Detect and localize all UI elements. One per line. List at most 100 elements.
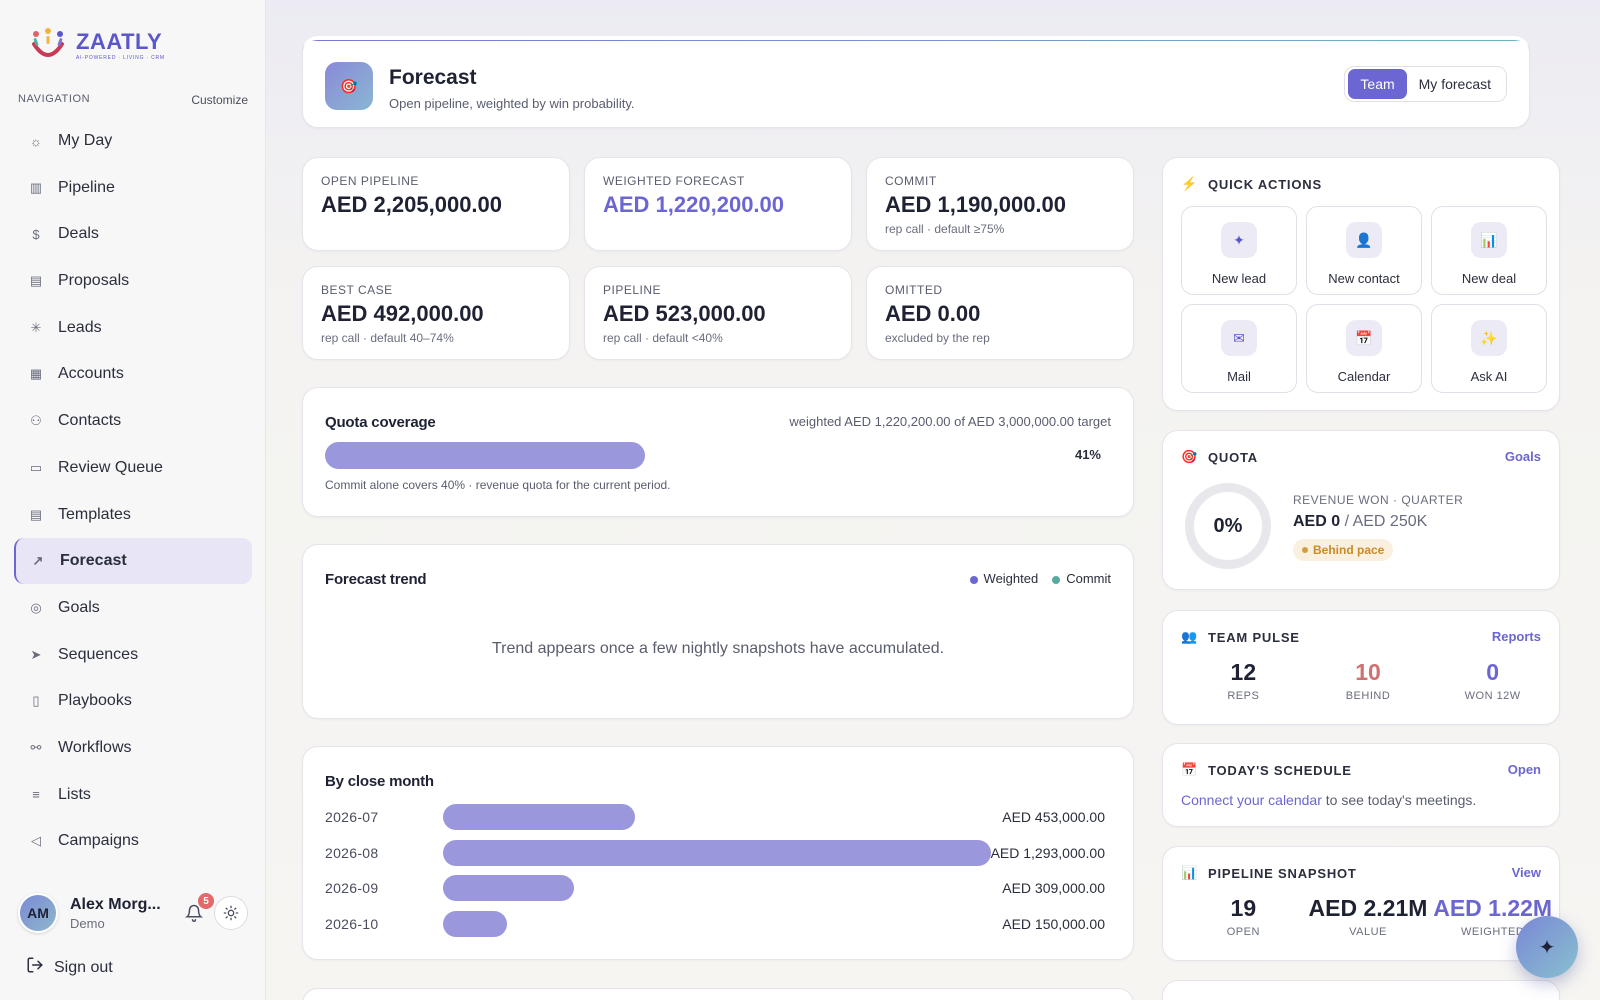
new-deal-button[interactable]: 📊 New deal <box>1431 206 1547 295</box>
quota-coverage-bar <box>325 442 645 469</box>
quota-coverage-percent: 41% <box>1074 447 1101 462</box>
quick-actions-card: ⚡ QUICK ACTIONS ✦ New lead 👤 New contact 📊 Ne… <box>1162 157 1560 411</box>
new-contact-button[interactable]: 👤 New contact <box>1306 206 1422 295</box>
open-schedule-link[interactable]: Open <box>1507 762 1541 777</box>
kpi-pipeline: PIPELINE AED 523,000.00 rep call · defau… <box>584 266 852 360</box>
trending-up-icon: ↗ <box>32 553 44 569</box>
close-month-title: By close month <box>325 773 434 790</box>
theme-toggle-button[interactable] <box>214 896 248 930</box>
stat-label: VALUE <box>1349 926 1387 938</box>
sidebar-item-leads[interactable]: ✳ Leads <box>14 305 252 351</box>
connect-calendar-link[interactable]: Connect your calendar <box>1181 792 1322 808</box>
nav-header: NAVIGATION Customize <box>18 93 248 107</box>
month-amount: AED 453,000.00 <box>1002 809 1105 825</box>
close-month-row: 2026-08 AED 1,293,000.00 <box>325 839 1125 866</box>
sidebar-item-label: Lists <box>58 785 91 803</box>
legend-dot <box>1052 575 1061 584</box>
sidebar-item-my-day[interactable]: ☼ My Day <box>14 118 252 164</box>
stat-value-total: AED 2.21M VALUE <box>1306 895 1431 938</box>
kanban-icon: ▥ <box>29 179 43 195</box>
bell-icon[interactable] <box>182 901 206 925</box>
workflow-icon: ⚯ <box>30 739 42 755</box>
sidebar-item-playbooks[interactable]: ▯ Playbooks <box>14 678 252 724</box>
send-icon: ➤ <box>30 646 42 662</box>
sidebar-item-proposals[interactable]: ▤ Proposals <box>14 258 252 304</box>
forecast-trend-empty-state: Trend appears once a few nightly snapsho… <box>491 640 945 657</box>
kpi-value: AED 0.00 <box>885 301 981 326</box>
ask-ai-button[interactable]: ✨ Ask AI <box>1431 304 1547 393</box>
nav-caption: NAVIGATION <box>18 93 91 105</box>
sidebar-item-label: Sequences <box>58 645 139 663</box>
megaphone-icon: ◁ <box>31 833 41 849</box>
sidebar-item-review-queue[interactable]: ▭ Review Queue <box>14 445 252 491</box>
quick-action-label: Ask AI <box>1470 369 1508 384</box>
reports-link[interactable]: Reports <box>1491 629 1541 644</box>
quota-coverage-note: Commit alone covers 40% · revenue quota … <box>325 478 671 492</box>
month-label: 2026-07 <box>325 809 379 825</box>
calendar-icon: 📅 <box>1346 320 1382 356</box>
sidebar-item-label: Review Queue <box>58 458 163 476</box>
new-lead-button[interactable]: ✦ New lead <box>1181 206 1297 295</box>
kpi-label: OPEN PIPELINE <box>321 174 419 188</box>
view-snapshot-link[interactable]: View <box>1511 865 1541 880</box>
kpi-value: AED 1,190,000.00 <box>885 192 1067 217</box>
quick-actions-title: QUICK ACTIONS <box>1208 176 1322 192</box>
kpi-note: rep call · default <40% <box>603 331 723 345</box>
sidebar-item-label: Goals <box>58 598 100 616</box>
mail-button[interactable]: ✉ Mail <box>1181 304 1297 393</box>
pipeline-snapshot-card: 📊 PIPELINE SNAPSHOT View 19 OPEN AED 2.21… <box>1162 846 1560 961</box>
sidebar-item-label: My Day <box>58 132 113 149</box>
user-profile[interactable]: AM Alex Morg... Demo 5 <box>18 893 250 933</box>
quota-header: 🎯 QUOTA <box>1181 449 1258 465</box>
legend-item-commit: Commit <box>1052 571 1111 586</box>
ai-assistant-button[interactable]: ✦ <box>1516 916 1578 978</box>
sidebar-item-contacts[interactable]: ⚇ Contacts <box>14 398 252 444</box>
lightning-icon: ⚡ <box>1181 176 1198 191</box>
building-icon: ▦ <box>29 366 43 382</box>
sidebar-item-sequences[interactable]: ➤ Sequences <box>14 632 252 678</box>
legend-item-weighted: Weighted <box>969 571 1038 586</box>
stat-reps: 12 REPS <box>1181 659 1306 702</box>
person-icon: 👤 <box>1346 222 1382 258</box>
notification-badge: 5 <box>198 893 214 909</box>
sidebar-item-label: Contacts <box>58 412 122 430</box>
brand-logo[interactable]: ZAATLY AI-POWERED · LIVING · CRM <box>28 26 165 66</box>
stat-value: 0 <box>1486 659 1500 685</box>
quota-coverage-title: Quota coverage <box>325 414 436 431</box>
forecast-scope-toggle: Team My forecast <box>1344 66 1507 102</box>
stat-label: REPS <box>1227 690 1260 702</box>
quota-coverage-card: Quota coverage weighted AED 1,220,200.00… <box>302 387 1134 517</box>
month-bar <box>443 804 635 830</box>
user-name: Alex Morg... <box>70 895 161 913</box>
sparkle-icon: ✦ <box>1221 222 1257 258</box>
team-toggle-button[interactable]: Team <box>1348 69 1407 99</box>
my-forecast-toggle-button[interactable]: My forecast <box>1418 76 1491 92</box>
sidebar-item-goals[interactable]: ◎ Goals <box>14 585 252 631</box>
sidebar-item-lists[interactable]: ≡ Lists <box>14 772 252 818</box>
sidebar-item-label: Proposals <box>58 272 130 290</box>
customize-link[interactable]: Customize <box>191 93 248 107</box>
next-card-stub <box>302 988 1134 1000</box>
sidebar-item-campaigns[interactable]: ◁ Campaigns <box>14 818 252 864</box>
stat-value: 12 <box>1230 659 1257 685</box>
sidebar-item-templates[interactable]: ▤ Templates <box>14 492 252 538</box>
bar-chart-icon: 📊 <box>1471 222 1507 258</box>
list-icon: ≡ <box>32 787 40 803</box>
avatar[interactable]: AM <box>18 893 58 933</box>
sign-out-button[interactable]: Sign out <box>26 956 113 979</box>
sidebar-item-label: Forecast <box>60 552 127 570</box>
month-bar <box>443 910 507 937</box>
sidebar-item-label: Deals <box>58 225 99 243</box>
sidebar-item-label: Leads <box>58 318 102 336</box>
sidebar-item-pipeline[interactable]: ▥ Pipeline <box>14 165 252 211</box>
quota-won: AED 0 <box>1293 513 1341 530</box>
schedule-header: 📅 TODAY'S SCHEDULE <box>1181 762 1352 778</box>
calendar-button[interactable]: 📅 Calendar <box>1306 304 1422 393</box>
kpi-label: WEIGHTED FORECAST <box>603 174 745 188</box>
sidebar-item-forecast[interactable]: ↗ Forecast <box>14 538 252 585</box>
sidebar-item-workflows[interactable]: ⚯ Workflows <box>14 725 252 771</box>
sidebar-item-deals[interactable]: $ Deals <box>14 211 252 257</box>
sidebar-item-accounts[interactable]: ▦ Accounts <box>14 351 252 397</box>
goals-link[interactable]: Goals <box>1504 449 1541 464</box>
sign-out-label: Sign out <box>54 958 113 976</box>
